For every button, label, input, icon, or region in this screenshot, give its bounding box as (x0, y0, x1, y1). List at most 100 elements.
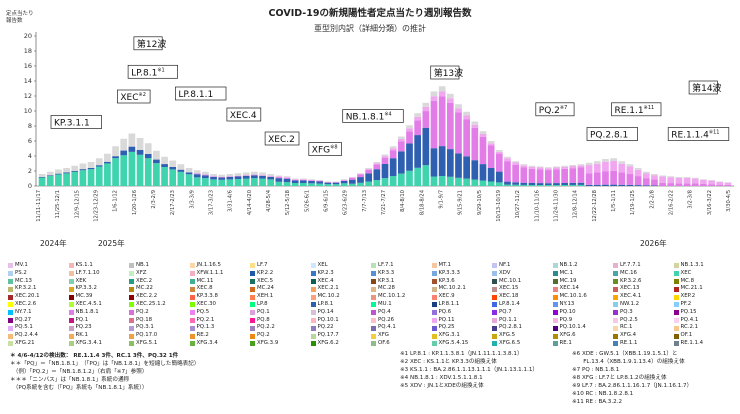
y-axis: 0 2 4 6 8 10 12 14 16 18 20 (24, 32, 734, 190)
legend-label: XEC.4.1 (620, 293, 642, 300)
bar-segment (414, 113, 422, 117)
legend-swatch (371, 263, 376, 269)
bar-segment (528, 182, 536, 185)
x-tick-label: 1/20-1/26 (132, 190, 138, 215)
legend-swatch (492, 341, 497, 347)
bar-segment (495, 182, 503, 186)
bar-segment (512, 182, 519, 185)
bar-segment (300, 183, 307, 186)
legend-label: PQ.18 (136, 316, 153, 323)
bar-segment (104, 161, 111, 164)
legend-item: PQ.8 (250, 317, 311, 325)
legend-swatch (613, 341, 618, 347)
bar-segment (414, 167, 422, 186)
legend-label: PQ.3 (620, 308, 633, 315)
legend-label: XEP.2 (680, 293, 696, 300)
bar-segment (259, 178, 266, 186)
bar-segment (430, 148, 438, 177)
legend-swatch (68, 278, 74, 284)
legend-swatch (250, 294, 255, 300)
bar-segment (553, 185, 560, 186)
legend-swatch (129, 317, 134, 323)
bar-segment (357, 173, 364, 175)
x-tick-label: 6/23-6/29 (343, 190, 349, 215)
bar-segment (406, 128, 413, 132)
legend-item: XEC.14 (552, 285, 614, 293)
bar-segment (87, 169, 95, 186)
annotation-box (117, 89, 151, 104)
legend-swatch (8, 302, 13, 308)
annotation-label: XEC.4 (230, 111, 257, 121)
legend-label: MC.13 (15, 277, 32, 284)
legend-swatch (613, 302, 618, 308)
x-tick-label: 9/1-9/7 (439, 190, 445, 209)
legend-swatch (613, 325, 618, 331)
legend-label: MC.16 (620, 269, 637, 276)
legend-item: LF.7 (250, 262, 311, 270)
legend-label: XFG.4 (620, 332, 637, 339)
bar-segment (651, 179, 658, 186)
bar-segment (381, 154, 389, 157)
legend-swatch (613, 278, 618, 284)
legend-item: XFG.6.5 (492, 340, 553, 348)
legend-item: LP.8.1 (310, 301, 372, 309)
bar-segment (267, 174, 275, 177)
bar-segment (618, 172, 626, 185)
bar-segment (446, 98, 454, 103)
legend-item: NW.1.2 (613, 301, 674, 309)
legend-item: XFG.6.2 (310, 340, 372, 348)
bar-segment (340, 183, 348, 186)
bar-segment (177, 169, 185, 172)
legend-item: NB.1 (129, 262, 190, 270)
chart: 定点当たり報告数 COVID-19の新規陽性者定点当たり週別報告数 亜型別内訳（… (6, 7, 734, 248)
legend-item: MC.19 (552, 278, 614, 286)
note-line: ※3 KS.1.1 : BA.2.86.1.1.13.1.1.1（JN.1.13… (400, 367, 539, 373)
legend-item: XEC.5 (250, 278, 311, 286)
legend-item: PF.2 (673, 301, 735, 309)
legend-swatch (250, 271, 255, 277)
note-line: ※6 XDE : GW.5.1（XBB.1.19.1.5.1）と (572, 351, 678, 357)
legend-item: PQ.7 (492, 309, 553, 317)
legend-item: XEC.25.1.2 (129, 301, 190, 309)
annotation-label: LP.8.1.1 (178, 90, 213, 100)
annotation-box (430, 65, 460, 80)
legend-item: MC.21.1 (673, 285, 735, 293)
legend-swatch (552, 271, 558, 277)
chart-title: COVID-19の新規陽性者定点当たり週別報告数 (269, 7, 472, 19)
bar-segment (202, 174, 209, 176)
legend-label: MC.1 (559, 269, 574, 276)
annotation-box (175, 86, 227, 101)
legend-label: PQ.10 (559, 308, 576, 315)
bar-segment (397, 136, 405, 139)
bar-segment (365, 168, 373, 169)
bar-segment (136, 150, 144, 155)
bar-segment (479, 180, 487, 186)
x-tick-label: 3/30-4/5 (726, 190, 732, 212)
legend-swatch (8, 278, 13, 284)
legend-item: XEC.18 (492, 293, 553, 301)
bar-segment (316, 180, 324, 182)
legend-label: XEC.18 (499, 293, 519, 300)
legend-swatch (371, 271, 376, 277)
legend-label: PQ.1.1 (499, 316, 517, 323)
legend-label: MC.10.1.6 (559, 293, 587, 300)
bar-segment (104, 153, 111, 162)
annotation: LP.8.1※1 (127, 64, 178, 79)
legend-item: KP.3.3.3 (431, 270, 493, 278)
legend-item: XEC.2.2 (129, 293, 190, 301)
bar-segment (389, 148, 397, 151)
bar-segment (610, 158, 617, 162)
bar-segment (242, 172, 250, 176)
annotation: 第13波 (430, 65, 463, 80)
bar-segment (642, 173, 650, 179)
legend-item: PQ.1 (68, 317, 130, 325)
bar-segment (365, 173, 373, 182)
bar-segment (161, 166, 168, 186)
bar-segment (512, 184, 519, 186)
note-line: ※11 RE : BA.3.2.2 (572, 399, 623, 405)
y-tick-label: 4 (28, 152, 32, 160)
bar-segment (463, 115, 470, 120)
legend-label: XFZ (136, 269, 147, 276)
bar-segment (471, 121, 479, 125)
legend-label: XEC.30 (196, 300, 216, 307)
